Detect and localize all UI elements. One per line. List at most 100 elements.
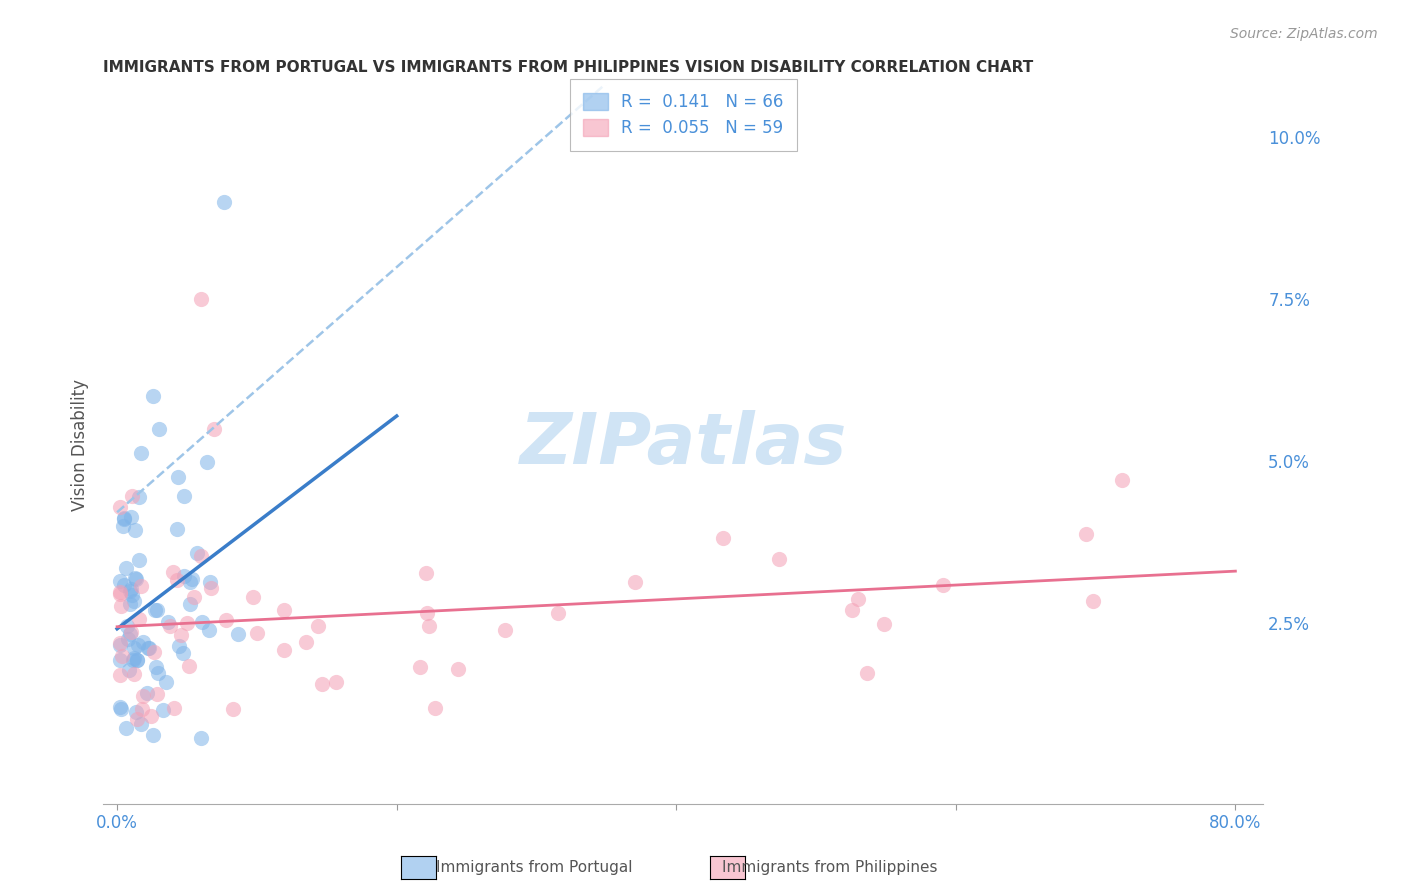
Point [768,552,790,566]
Point [408,660,430,674]
Point [132,635,155,649]
Legend: R =  0.141   N = 66, R =  0.055   N = 59: R = 0.141 N = 66, R = 0.055 N = 59 [569,79,797,151]
Point [932,578,955,592]
Point [167,470,190,484]
Point [108,653,131,667]
Point [494,623,516,637]
Point [415,566,437,580]
Point [146,665,169,680]
Point [112,578,135,592]
Point [124,524,146,538]
Point [873,617,896,632]
Point [120,583,142,598]
Text: IMMIGRANTS FROM PORTUGAL VS IMMIGRANTS FROM PHILIPPINES VISION DISABILITY CORREL: IMMIGRANTS FROM PORTUGAL VS IMMIGRANTS F… [103,60,1033,75]
Point [117,632,139,646]
Point [122,653,145,667]
Point [111,519,134,533]
Point [128,552,150,566]
Point [108,700,131,714]
Point [222,702,245,716]
Point [124,594,146,608]
Point [128,490,150,504]
Point [108,636,131,650]
Point [198,623,221,637]
Point [128,612,150,626]
Point [200,574,222,589]
Point [159,619,181,633]
Point [108,574,131,588]
Y-axis label: Vision Disability: Vision Disability [72,379,89,511]
Point [125,653,148,667]
Point [152,703,174,717]
Point [1074,527,1097,541]
Point [110,599,132,614]
Point [190,292,212,306]
Point [163,700,186,714]
Point [129,446,152,460]
Point [108,667,131,681]
Point [183,591,205,605]
Point [115,721,138,735]
Point [125,713,148,727]
Point [136,641,159,656]
Point [131,701,153,715]
Point [125,705,148,719]
Point [110,649,132,664]
Point [179,597,201,611]
Point [176,616,198,631]
Point [129,579,152,593]
Point [294,635,316,649]
Point [547,607,569,621]
Point [179,575,201,590]
Point [127,638,149,652]
Point [156,615,179,629]
Point [186,545,208,559]
Point [190,731,212,746]
Point [846,591,869,606]
Point [148,421,170,435]
Point [1081,593,1104,607]
Point [170,628,193,642]
Point [190,549,212,563]
Point [131,716,153,731]
Point [841,602,863,616]
Point [162,565,184,579]
Point [423,701,446,715]
Point [311,677,333,691]
Point [125,653,148,667]
Point [118,597,141,611]
Point [122,667,145,681]
Point [325,674,347,689]
Point [146,603,169,617]
Point [132,689,155,703]
Point [172,646,194,660]
Point [120,624,142,639]
Point [145,660,167,674]
Point [112,512,135,526]
Point [166,522,188,536]
Point [142,645,165,659]
Text: Immigrants from Philippines: Immigrants from Philippines [721,861,938,875]
Point [173,489,195,503]
Point [122,651,145,665]
Point [108,587,131,601]
Point [121,588,143,602]
Point [173,569,195,583]
Point [307,619,329,633]
Text: Immigrants from Portugal: Immigrants from Portugal [436,861,633,875]
Point [110,702,132,716]
Point [273,603,295,617]
Point [177,659,200,673]
Point [447,662,470,676]
Point [624,575,647,590]
Point [143,602,166,616]
Point [146,687,169,701]
Point [856,665,879,680]
Point [139,709,162,723]
Point [191,615,214,630]
Point [1111,473,1133,487]
Point [200,581,222,595]
Point [246,625,269,640]
Point [273,642,295,657]
Point [215,613,238,627]
